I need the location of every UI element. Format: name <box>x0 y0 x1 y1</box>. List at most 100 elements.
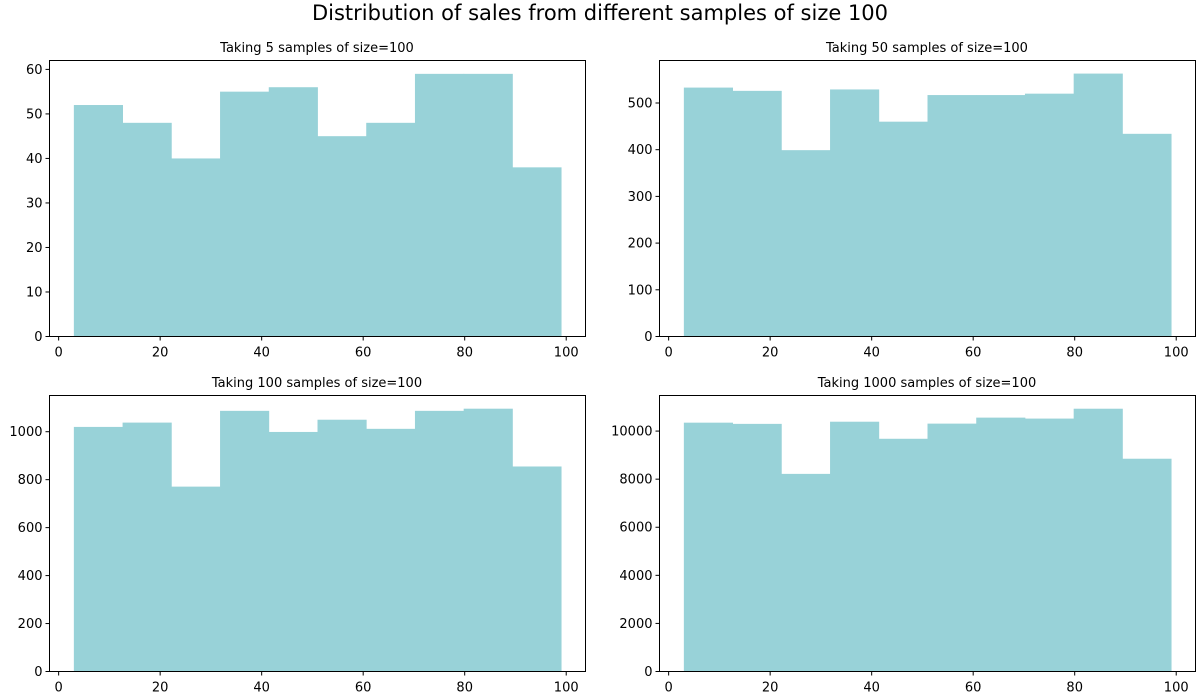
y-tick-label: 8000 <box>619 473 652 488</box>
histogram-bar <box>220 410 270 672</box>
histogram-bar <box>171 486 221 672</box>
x-tick-label: 40 <box>253 681 270 696</box>
x-axis-ticks: 0 20 40 60 80 100 <box>664 671 1189 696</box>
histogram-bar <box>366 428 416 672</box>
histogram-bar <box>414 73 465 337</box>
y-tick-label: 500 <box>628 96 653 111</box>
y-tick-label: 100 <box>628 283 653 298</box>
histogram-bar <box>1122 133 1172 337</box>
histogram-bar <box>830 421 880 672</box>
axes-frame <box>49 395 586 672</box>
y-tick-label: 200 <box>628 237 653 252</box>
histogram-bar <box>976 95 1026 337</box>
y-tick-label: 20 <box>26 241 43 256</box>
panel-title: Taking 5 samples of size=100 <box>219 41 414 56</box>
y-tick-label: 10000 <box>611 425 652 440</box>
histogram-bar <box>73 426 123 672</box>
histogram-bar <box>122 122 172 337</box>
histogram-bar <box>878 438 928 672</box>
histogram-bar <box>781 473 831 672</box>
histogram-bar <box>927 95 977 337</box>
histogram-bar <box>73 105 123 337</box>
x-tick-label: 20 <box>152 346 169 361</box>
histogram-bar <box>1024 93 1075 337</box>
y-tick-label: 200 <box>18 617 43 632</box>
axes-frame <box>659 60 1196 337</box>
histogram-bar <box>830 89 880 337</box>
x-tick-label: 100 <box>1164 681 1189 696</box>
histogram-bar <box>878 121 928 337</box>
x-tick-label: 0 <box>54 346 62 361</box>
panel-title: Taking 100 samples of size=100 <box>211 376 422 391</box>
x-tick-label: 80 <box>1066 346 1083 361</box>
y-tick-label: 400 <box>18 569 43 584</box>
x-tick-label: 100 <box>554 346 579 361</box>
histogram-bars <box>683 73 1172 337</box>
histogram-bar <box>317 419 367 672</box>
histogram-bar <box>268 87 318 337</box>
y-axis-ticks: 0 200 400 600 800 1000 <box>9 425 50 680</box>
y-tick-label: 0 <box>34 665 42 680</box>
x-tick-label: 80 <box>1066 681 1083 696</box>
y-tick-label: 50 <box>26 107 43 122</box>
x-tick-label: 20 <box>152 681 169 696</box>
x-axis-ticks: 0 20 40 60 80 100 <box>54 671 579 696</box>
x-tick-label: 80 <box>456 681 473 696</box>
histogram-bar <box>1122 458 1172 672</box>
y-axis-ticks: 0 2000 4000 6000 8000 10000 <box>611 425 660 680</box>
y-tick-label: 600 <box>18 521 43 536</box>
histogram-bar <box>122 422 172 672</box>
histogram-bar <box>1073 73 1123 337</box>
y-tick-label: 0 <box>644 330 652 345</box>
histogram-bar <box>1073 408 1123 672</box>
y-tick-label: 400 <box>628 143 653 158</box>
panel-taking-1000-samples: Taking 1000 samples of size=100 0 20 40 60 8… <box>611 376 1196 696</box>
histogram-bar <box>683 422 733 672</box>
x-tick-label: 40 <box>863 681 880 696</box>
y-tick-label: 4000 <box>619 569 652 584</box>
histogram-bar <box>366 122 416 337</box>
y-axis-ticks: 0 10 20 30 40 50 60 <box>26 63 50 345</box>
x-tick-label: 60 <box>965 681 982 696</box>
y-tick-label: 60 <box>26 63 43 78</box>
histogram-bar <box>171 158 221 337</box>
histogram-bar <box>463 73 513 337</box>
x-axis-ticks: 0 20 40 60 80 100 <box>54 336 579 361</box>
panel-title: Taking 1000 samples of size=100 <box>817 376 1036 391</box>
y-tick-label: 1000 <box>9 425 42 440</box>
x-tick-label: 40 <box>253 346 270 361</box>
x-tick-label: 20 <box>762 681 779 696</box>
axes-frame <box>659 395 1196 672</box>
histogram-bar <box>512 466 562 672</box>
x-tick-label: 60 <box>965 346 982 361</box>
panel-taking-5-samples: Taking 5 samples of size=100 0 20 40 60 80 10… <box>26 41 586 361</box>
y-tick-label: 0 <box>644 665 652 680</box>
y-tick-label: 40 <box>26 152 43 167</box>
histogram-bar <box>317 136 367 337</box>
x-tick-label: 100 <box>554 681 579 696</box>
histogram-bar <box>781 150 831 337</box>
y-tick-label: 10 <box>26 285 43 300</box>
y-tick-label: 300 <box>628 190 653 205</box>
y-tick-label: 6000 <box>619 521 652 536</box>
histogram-bar <box>683 87 733 337</box>
panel-taking-50-samples: Taking 50 samples of size=100 0 20 40 60 80 1… <box>628 41 1196 361</box>
x-tick-label: 20 <box>762 346 779 361</box>
x-tick-label: 100 <box>1164 346 1189 361</box>
histogram-bar <box>463 408 513 672</box>
histogram-bar <box>1024 418 1075 672</box>
axes-frame <box>49 60 586 337</box>
x-axis-ticks: 0 20 40 60 80 100 <box>664 336 1189 361</box>
histogram-bar <box>220 91 270 337</box>
panel-taking-100-samples: Taking 100 samples of size=100 0 20 40 60 80… <box>9 376 586 696</box>
x-tick-label: 60 <box>355 681 372 696</box>
x-tick-label: 80 <box>456 346 473 361</box>
histogram-bar <box>732 90 782 337</box>
histogram-bar <box>976 417 1026 672</box>
histogram-bars <box>73 73 562 337</box>
y-tick-label: 2000 <box>619 617 652 632</box>
y-axis-ticks: 0 100 200 300 400 500 <box>628 96 660 345</box>
histogram-bar <box>414 410 465 672</box>
histogram-bar <box>268 431 318 672</box>
